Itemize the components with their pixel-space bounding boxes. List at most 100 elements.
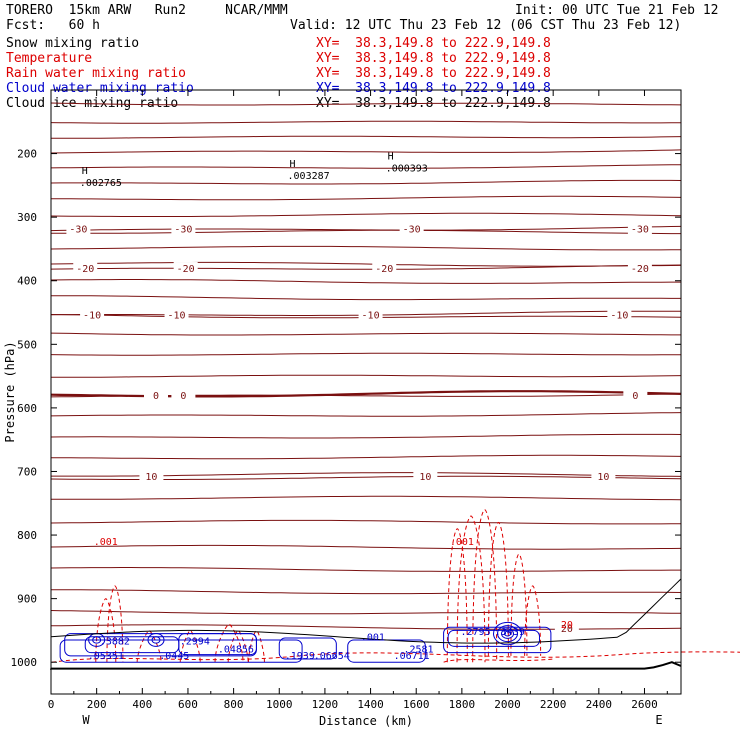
isotherm-label: -20 [177,264,195,275]
cloud-water-label: .3882 [100,636,130,647]
isotherm-line [50,279,681,284]
snow-max-marker: H [388,151,394,162]
isotherm-label-bg [627,222,652,235]
isotherm-label: -30 [174,225,192,236]
model-title: TORERO 15km ARW Run2 NCAR/MMM [6,3,288,18]
boundary-line [50,578,682,644]
legend-rain-label: Rain water mixing ratio [6,66,187,81]
legend-snow-xy: XY= 38.3,149.8 to 222.9,149.8 [316,36,551,51]
x-tick-label: 400 [132,698,152,711]
isotherm-line [50,454,682,460]
isotherm-label-bg [80,308,105,321]
rain-contour [51,651,740,663]
isotherm-line [50,433,682,439]
isotherm-line [50,179,682,185]
isotherm-line [50,412,682,417]
isotherm-line [50,610,682,615]
snow-max-marker: H [290,159,296,170]
rain-label: 20 [561,620,573,631]
y-tick-label: 200 [17,148,37,161]
cloud-water-label: .3439 [495,627,525,638]
rain-contour [214,623,244,663]
isotherm-line [51,374,682,378]
isotherm-line [50,567,681,572]
x-tick-label: 2000 [494,698,521,711]
isotherm-label-bg [554,621,579,634]
isotherm-label: -10 [362,310,380,321]
isotherm-label: 20 [561,624,573,635]
snow-max-value: .000393 [386,163,428,174]
isotherm-label: -20 [76,264,94,275]
isotherm-line [51,295,681,301]
legend-cloudwater-xy: XY= 38.3,149.8 to 222.9,149.8 [316,81,551,96]
isotherm-label: 0 [180,391,186,402]
rain-contour [106,585,124,663]
isotherm-line [50,212,682,217]
cloud-water-contour [443,626,552,654]
y-tick-label: 600 [17,402,37,415]
cloud-water-label: .2994 [180,636,210,647]
y-tick-label: 300 [17,211,37,224]
x-axis-label: Distance (km) [319,714,413,728]
y-tick-label: 800 [17,529,37,542]
forecast-hour: Fcst: 60 h [6,18,100,33]
isotherm-line [50,195,682,201]
init-time: Init: 00 UTC Tue 21 Feb 12 [515,3,719,18]
legend-snow-label: Snow mixing ratio [6,36,140,51]
x-tick-label: 1400 [357,698,384,711]
plot-frame [50,89,682,695]
rain-label: .001 [94,537,118,548]
x-tick-label: 600 [178,698,198,711]
isotherm-label: -30 [403,225,421,236]
legend-temperature-label: Temperature [6,51,93,66]
isotherm-line [50,102,682,106]
isotherm-label: -20 [375,264,393,275]
cloud-water-core [147,633,165,647]
isotherm-label: 10 [145,472,157,483]
x-tick-label: 1800 [449,698,476,711]
rain-contour [443,658,554,663]
isotherm-label-bg [139,469,164,482]
isotherm-line [50,164,682,169]
cloud-water-label: .2795 [461,627,491,638]
isotherm-label: 0 [632,391,638,402]
isotherm-label: -30 [69,225,87,236]
cloud-water-label: .1939 [285,651,315,662]
isotherm-label-bg [171,389,196,402]
isotherm-line [50,149,682,154]
rain-contour [456,515,486,663]
isotherm-label-bg [171,222,196,235]
isotherm-label-bg [73,262,98,275]
y-tick-label: 900 [17,593,37,606]
cloud-water-contour [278,637,337,660]
isotherm-label-bg [607,308,632,321]
y-axis-label: Pressure (hPa) [3,341,17,442]
isotherm-label-bg [164,308,189,321]
cloud-water-core [493,621,523,646]
cloud-water-core [151,636,161,644]
isotherm-label-bg [627,262,652,275]
y-tick-label: 500 [17,338,37,351]
isotherm-label: -10 [168,310,186,321]
isotherm-label: -30 [631,225,649,236]
cloud-water-core [504,630,512,637]
isotherm--30 [50,225,682,232]
isotherm-20 [50,624,682,630]
y-tick-label: 400 [17,275,37,288]
isotherm-label-bg [399,222,424,235]
isotherm-label-bg [173,262,198,275]
isotherm-line [50,352,682,356]
cloud-water-label: .06711 [394,651,430,662]
isotherm-label-bg [144,389,168,402]
y-tick-label: 700 [17,465,37,478]
isotherm-line [51,229,681,235]
isotherm-label-bg [591,469,616,482]
isotherm-label: 0 [153,391,159,402]
isotherm-line [50,261,682,267]
snow-max-marker: H [82,166,88,177]
isotherm-label-bg [66,222,91,235]
cloud-water-label: .001 [361,633,385,644]
cloud-water-label: .0445 [159,651,189,662]
isotherm-label: -10 [610,310,628,321]
x-tick-label: 2200 [540,698,567,711]
